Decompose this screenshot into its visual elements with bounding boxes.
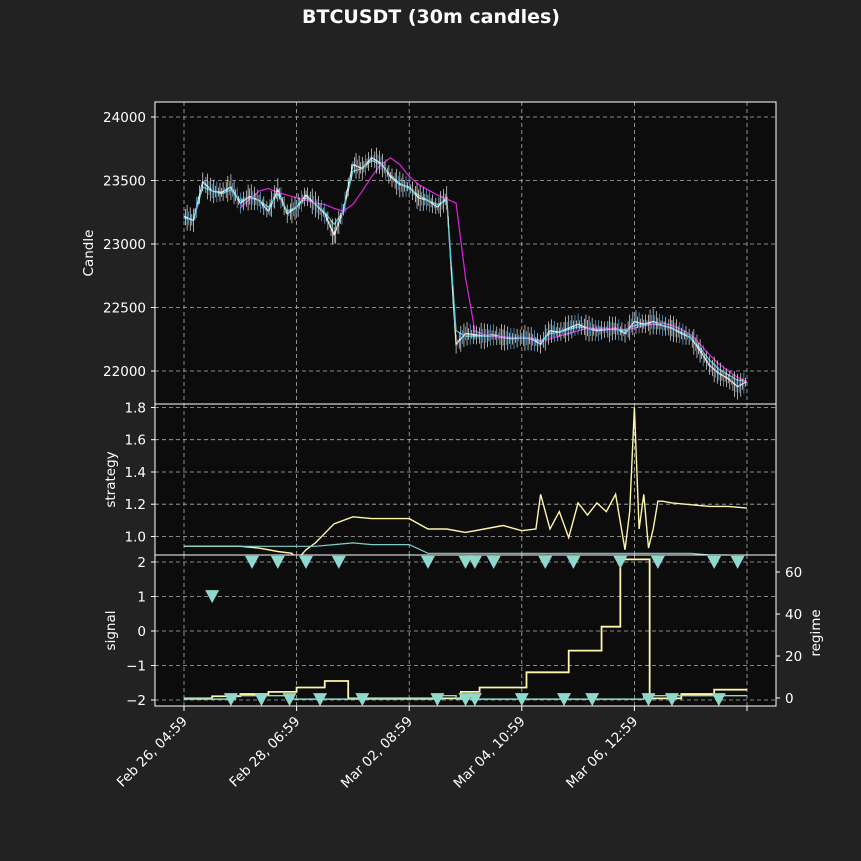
signal-marker-bottom bbox=[641, 693, 656, 707]
plot-area bbox=[155, 555, 776, 706]
signal-marker-bottom bbox=[223, 693, 238, 707]
y2-tick-label: 60 bbox=[785, 565, 802, 581]
chart-title: BTCUSDT (30m candles) bbox=[302, 6, 560, 28]
signal-marker-bottom bbox=[254, 693, 269, 707]
signal-marker-top bbox=[566, 555, 581, 569]
y-tick-label: 24000 bbox=[103, 110, 146, 126]
signal-marker-top bbox=[467, 555, 482, 569]
signal-marker-top bbox=[331, 555, 346, 569]
signal-marker-top bbox=[270, 555, 285, 569]
signal-marker-bottom bbox=[711, 693, 726, 707]
y-tick-label: 22500 bbox=[103, 301, 146, 317]
signal-marker-top bbox=[613, 555, 628, 569]
signal-marker-top bbox=[538, 555, 553, 569]
y-tick-label: 1.4 bbox=[125, 465, 146, 481]
signal-marker-top bbox=[458, 555, 473, 569]
y2-axis-label: regime bbox=[808, 609, 824, 656]
signal-marker-bottom bbox=[458, 693, 473, 707]
signal-marker-top bbox=[245, 555, 260, 569]
signal-marker-top bbox=[707, 555, 722, 569]
y-tick-label: 0 bbox=[137, 624, 146, 640]
signal-marker-top bbox=[420, 555, 435, 569]
signal-marker-bottom bbox=[557, 693, 572, 707]
signal-marker-bottom bbox=[467, 693, 482, 707]
signal-marker-top bbox=[486, 555, 501, 569]
series-line-2 bbox=[184, 542, 748, 558]
plot-area bbox=[155, 102, 776, 404]
y-axis-label: Candle bbox=[81, 230, 97, 277]
y-tick-label: 1.8 bbox=[125, 401, 146, 417]
y-tick-label: −1 bbox=[126, 659, 146, 675]
signal-marker-top bbox=[730, 555, 745, 569]
signal-marker-bottom bbox=[282, 693, 297, 707]
y-tick-label: 23500 bbox=[103, 174, 146, 190]
signal-marker-top bbox=[298, 555, 313, 569]
y-tick-label: 22000 bbox=[103, 364, 146, 380]
y-tick-label: 1 bbox=[137, 590, 146, 606]
signal-marker-bottom bbox=[313, 693, 328, 707]
signal-panel: 2 1 0 −1 −2 signal 60 40 20 0 regime bbox=[103, 554, 824, 709]
y-tick-label: 1.6 bbox=[125, 433, 146, 449]
y-tick-label: −2 bbox=[126, 693, 146, 709]
signal-marker-bottom bbox=[664, 693, 679, 707]
strategy-panel: 1.8 1.6 1.4 1.2 1.0 strategy bbox=[103, 401, 777, 562]
signal-marker-bottom bbox=[430, 693, 445, 707]
signal-marker-bottom bbox=[355, 693, 370, 707]
plot-frame bbox=[154, 554, 777, 707]
y-tick-label: 1.0 bbox=[125, 530, 146, 546]
plot-area bbox=[155, 404, 776, 555]
signal-marker-bottom bbox=[585, 693, 600, 707]
y-tick-label: 23000 bbox=[103, 237, 146, 253]
y2-tick-label: 0 bbox=[785, 691, 794, 707]
y-axis-label: strategy bbox=[103, 451, 119, 507]
y-axis-label: signal bbox=[103, 611, 119, 651]
candle-panel: 24000 23500 23000 22500 22000 Candle bbox=[81, 101, 777, 405]
y2-tick-label: 40 bbox=[785, 607, 802, 623]
y-tick-label: 1.2 bbox=[125, 497, 146, 513]
signal-marker-top bbox=[650, 555, 665, 569]
y2-tick-label: 20 bbox=[785, 649, 802, 665]
signal-marker-bottom bbox=[514, 693, 529, 707]
y-tick-label: 2 bbox=[137, 555, 146, 571]
signal-marker-mid bbox=[205, 590, 220, 604]
regime-line bbox=[184, 558, 747, 700]
